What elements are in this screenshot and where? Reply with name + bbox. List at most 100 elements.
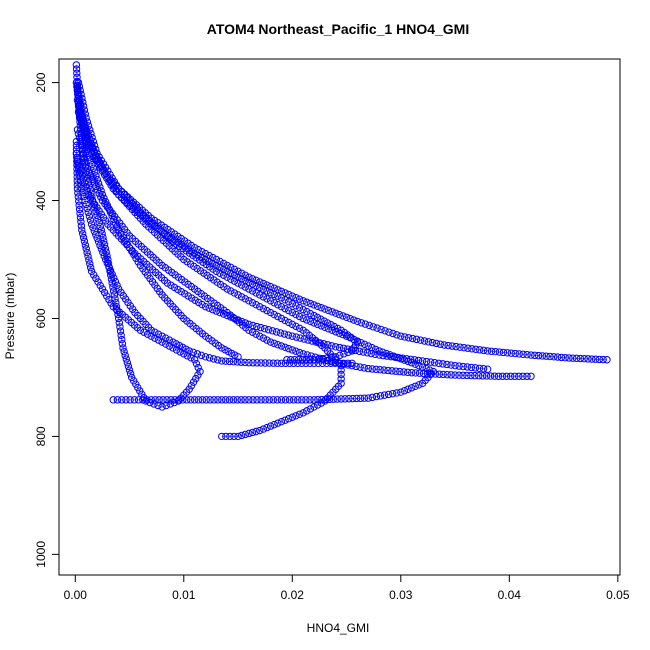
x-tick-label: 0.02 xyxy=(281,588,305,602)
data-point xyxy=(292,333,300,341)
data-point xyxy=(225,357,234,366)
data-point xyxy=(298,359,306,367)
data-point xyxy=(139,396,147,404)
data-point xyxy=(310,359,318,367)
data-point xyxy=(221,357,230,365)
data-point xyxy=(519,350,527,358)
data-point xyxy=(360,340,369,349)
data-point xyxy=(265,359,273,367)
data-point xyxy=(105,263,113,271)
data-point xyxy=(288,308,296,317)
data-point xyxy=(542,352,550,360)
data-point xyxy=(406,355,415,364)
data-point xyxy=(234,432,242,441)
data-point xyxy=(252,301,260,309)
data-point xyxy=(245,297,253,305)
data-point xyxy=(158,403,166,411)
x-tick-label: 0.00 xyxy=(64,588,88,602)
data-point xyxy=(77,114,85,122)
data-point xyxy=(295,295,304,303)
data-point xyxy=(218,396,226,404)
data-point xyxy=(77,218,85,226)
data-point xyxy=(459,371,467,380)
data-point xyxy=(448,342,456,350)
data-point xyxy=(506,372,515,380)
data-point xyxy=(93,186,102,194)
data-point xyxy=(151,396,159,404)
data-point xyxy=(295,410,304,419)
data-point xyxy=(399,354,407,362)
data-point xyxy=(84,252,92,260)
data-point xyxy=(270,420,278,429)
data-point xyxy=(274,312,282,321)
data-point xyxy=(294,396,302,404)
data-point xyxy=(100,252,108,260)
data-point xyxy=(356,363,364,371)
data-point xyxy=(376,366,384,374)
data-point xyxy=(73,69,81,77)
data-point xyxy=(408,334,417,343)
data-point xyxy=(76,110,84,118)
data-point xyxy=(252,289,260,297)
data-point xyxy=(296,334,304,342)
data-point xyxy=(443,370,451,379)
data-point xyxy=(257,323,265,332)
data-point xyxy=(277,417,286,426)
data-point xyxy=(241,283,249,291)
data-point xyxy=(75,165,83,173)
data-point xyxy=(159,396,167,404)
data-point xyxy=(580,354,588,363)
data-point xyxy=(322,359,331,367)
data-point xyxy=(78,122,87,130)
data-point xyxy=(154,330,163,338)
data-point xyxy=(76,177,85,185)
data-point xyxy=(268,327,277,335)
data-point xyxy=(365,321,373,330)
data-point xyxy=(495,348,504,356)
data-point xyxy=(361,320,369,328)
data-point xyxy=(97,226,106,234)
data-point xyxy=(395,354,403,362)
data-point xyxy=(393,389,401,397)
data-point xyxy=(249,396,257,404)
data-point xyxy=(84,149,92,158)
data-point xyxy=(274,301,282,309)
data-point xyxy=(223,285,231,293)
data-point xyxy=(284,306,293,315)
data-point xyxy=(113,281,121,290)
data-point xyxy=(476,346,484,354)
data-point xyxy=(245,429,253,438)
data-point xyxy=(277,359,286,367)
data-point xyxy=(599,355,607,364)
data-point xyxy=(74,193,83,201)
data-point xyxy=(447,361,455,369)
data-point xyxy=(277,314,286,323)
data-point xyxy=(109,396,117,404)
data-point xyxy=(572,354,581,363)
data-point xyxy=(269,359,278,367)
data-point xyxy=(230,277,239,285)
data-point xyxy=(288,413,296,421)
data-point xyxy=(74,94,82,103)
data-point xyxy=(507,349,515,357)
data-point xyxy=(423,369,432,378)
data-point xyxy=(372,365,380,374)
data-point xyxy=(259,279,268,288)
data-point xyxy=(201,302,210,311)
data-point xyxy=(263,287,271,295)
data-point xyxy=(357,319,366,327)
data-point xyxy=(463,371,471,380)
data-point xyxy=(561,353,569,362)
data-point xyxy=(263,295,271,303)
data-point xyxy=(455,371,463,379)
data-point xyxy=(121,351,129,360)
data-point xyxy=(80,179,89,187)
data-point xyxy=(265,396,273,404)
x-tick-label: 0.03 xyxy=(389,588,413,602)
data-point xyxy=(76,173,84,181)
data-point xyxy=(73,73,81,81)
data-point xyxy=(73,185,82,193)
data-point xyxy=(230,432,238,441)
data-point xyxy=(387,352,395,361)
data-point xyxy=(367,349,375,358)
